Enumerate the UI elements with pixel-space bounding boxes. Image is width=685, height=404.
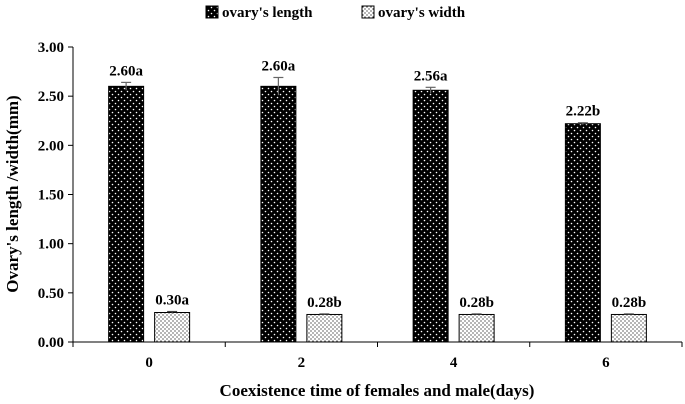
y-tick-label: 0.00 — [38, 335, 64, 351]
y-ticks: 0.00 0.50 1.00 1.50 2.00 2.50 3.00 — [38, 40, 73, 351]
bar-length — [564, 123, 601, 343]
legend: ovary's length ovary's width — [205, 5, 466, 21]
y-tick-label: 1.50 — [38, 188, 64, 204]
legend-swatch-length — [205, 5, 219, 19]
bar-length — [260, 85, 297, 343]
data-labels: 2.60a 2.60a 2.56a 2.22b 0.30a 0.28b 0.28b 0.28b — [109, 58, 646, 310]
bar-width — [306, 313, 343, 343]
y-axis-title: Ovary's length /width(mm) — [3, 95, 22, 292]
x-tick-label: 2 — [298, 355, 306, 371]
data-label: 0.28b — [612, 295, 647, 311]
bar-width — [458, 313, 495, 343]
x-tick-label: 0 — [145, 355, 153, 371]
bars — [108, 85, 647, 343]
data-label: 0.30a — [155, 293, 189, 309]
bar-width — [154, 312, 191, 343]
y-tick-label: 2.50 — [38, 89, 64, 105]
bar-length — [108, 85, 145, 343]
data-label: 2.60a — [262, 58, 296, 74]
legend-swatch-width — [361, 5, 375, 19]
x-tick-label: 4 — [450, 355, 458, 371]
data-label: 0.28b — [307, 295, 342, 311]
data-label: 2.22b — [566, 104, 601, 120]
data-label: 2.60a — [109, 63, 143, 79]
legend-label-width: ovary's width — [378, 5, 466, 21]
y-tick-label: 3.00 — [38, 40, 64, 56]
legend-label-length: ovary's length — [222, 5, 313, 21]
data-label: 2.56a — [414, 68, 448, 84]
x-axis-title: Coexistence time of females and male(day… — [220, 381, 535, 400]
bar-length — [412, 89, 449, 343]
data-label: 0.28b — [459, 295, 494, 311]
y-tick-label: 2.00 — [38, 138, 64, 154]
error-bars — [121, 76, 634, 315]
x-ticks: 0 2 4 6 — [72, 342, 683, 371]
bar-width — [610, 313, 647, 343]
x-tick-label: 6 — [602, 355, 610, 371]
y-tick-label: 1.00 — [38, 237, 64, 253]
y-tick-label: 0.50 — [38, 286, 64, 302]
